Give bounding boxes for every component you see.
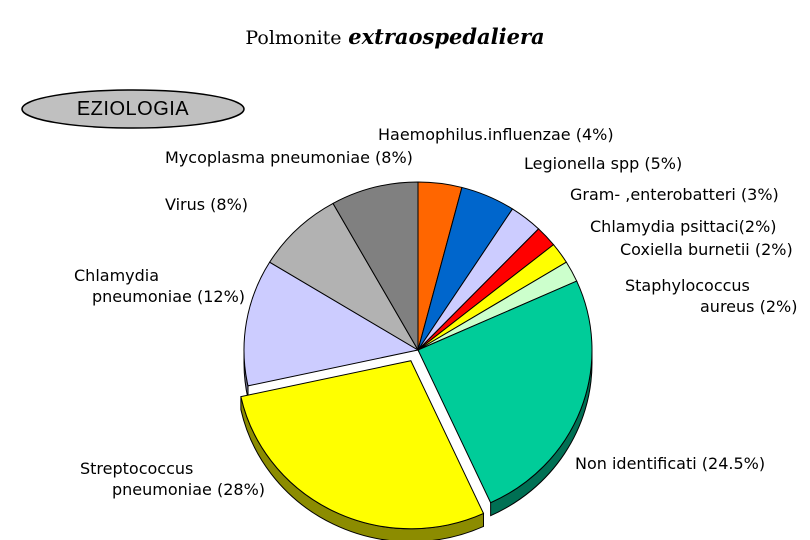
slice-label-1: Haemophilus.influenzae (4%) [378,125,614,144]
slice-label-line: Legionella spp (5%) [524,154,682,173]
pie-slice-11 [332,181,419,352]
slice-label-line: Chlamydia psittaci(2%) [590,217,777,236]
slice-label-line: Staphylococcus [625,276,750,295]
slice-label-4: Chlamydia psittaci(2%) [590,217,777,236]
slice-label-line: Chlamydia [74,266,159,285]
slice-label-line: pneumoniae (12%) [92,287,245,306]
slice-label-line: Mycoplasma pneumoniae (8%) [165,148,413,167]
slice-label-6: Staphylococcus aureus (2%) [625,276,797,316]
slice-label-10: Virus (8%) [165,195,248,214]
pie-slice-9 [243,261,420,387]
chart-title-part2: extraospedaliera [348,24,545,49]
badge-label: EZIOLOGIA [76,98,190,120]
pie-slice-10 [268,202,420,352]
slice-label-3: Gram- ,enterobatteri (3%) [570,185,779,204]
chart-title-part1: Polmonite [245,27,342,49]
slice-label-line: Haemophilus.influenzae (4%) [378,125,614,144]
slice-label-5: Coxiella burnetii (2%) [620,240,793,259]
slice-label-line: Streptococcus [80,459,193,478]
pie-slice-8 [240,360,485,530]
badge-shape [21,89,245,129]
slice-label-line: pneumoniae (28%) [112,480,265,499]
slice-label-line: Non identificati (24.5%) [575,454,765,473]
slice-label-line: aureus (2%) [700,297,797,316]
pie-slice-7 [417,280,593,504]
chart-title: Polmonite extraospedaliera [0,24,790,49]
slice-label-8: Streptococcus pneumoniae (28%) [80,459,265,499]
slice-label-9: Chlamydia pneumoniae (12%) [74,266,245,306]
slice-label-line: Coxiella burnetii (2%) [620,240,793,259]
badge-ellipse [21,89,245,129]
slice-label-2: Legionella spp (5%) [524,154,682,173]
slice-label-7: Non identificati (24.5%) [575,454,765,473]
slice-label-line: Gram- ,enterobatteri (3%) [570,185,779,204]
slice-label-line: Virus (8%) [165,195,248,214]
slice-label-11: Mycoplasma pneumoniae (8%) [165,148,413,167]
